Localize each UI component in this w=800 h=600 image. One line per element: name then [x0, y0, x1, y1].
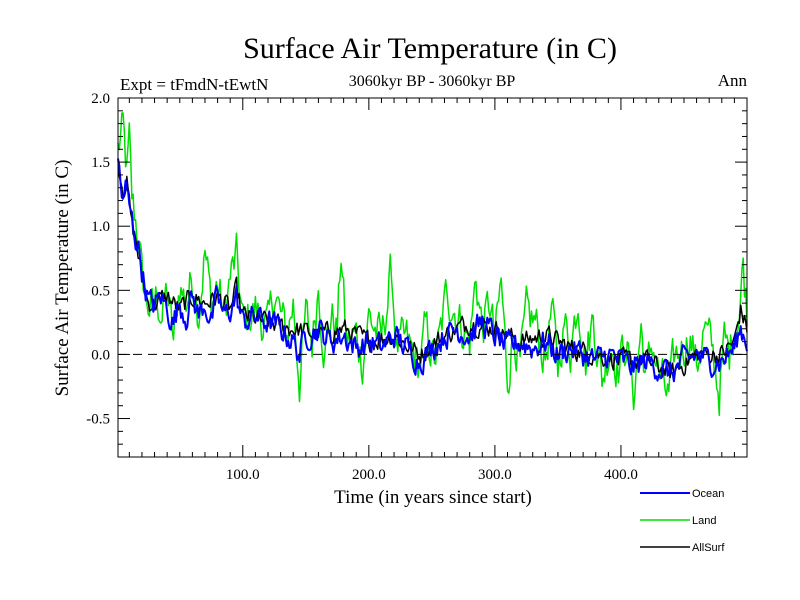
x-tick-label: 100.0 [226, 467, 260, 483]
legend-label-allsurf: AllSurf [692, 542, 725, 554]
season-label: Ann [718, 71, 748, 90]
x-tick-label: 300.0 [478, 467, 512, 483]
chart-title: Surface Air Temperature (in C) [243, 32, 617, 65]
experiment-label: Expt = tFmdN-tEwtN [120, 75, 268, 94]
y-tick-label: 2.0 [91, 91, 110, 107]
series-layer [117, 112, 748, 417]
y-tick-label: 1.5 [91, 155, 110, 171]
y-axis-label: Surface Air Temperature (in C) [52, 160, 73, 397]
series-line-ocean [117, 158, 748, 383]
tick-layer: -0.5 0.0 0.5 1.0 1.5 2.0 100.0 200.0 300.0 400.0 [86, 91, 747, 483]
y-tick-label: 0.0 [91, 347, 110, 363]
legend-label-ocean: Ocean [692, 488, 724, 500]
x-tick-label: 200.0 [352, 467, 386, 483]
y-tick-label: 0.5 [91, 283, 110, 299]
series-line-land [117, 112, 748, 417]
legend-label-land: Land [692, 515, 716, 527]
legend: Ocean Land AllSurf [640, 488, 725, 554]
y-tick-label: 1.0 [91, 219, 110, 235]
x-axis-label: Time (in years since start) [334, 487, 532, 508]
plot-frame [117, 97, 748, 458]
x-tick-label: 400.0 [604, 467, 638, 483]
y-tick-label: -0.5 [86, 412, 110, 428]
chart-subtitle: 3060kyr BP - 3060kyr BP [349, 73, 516, 90]
